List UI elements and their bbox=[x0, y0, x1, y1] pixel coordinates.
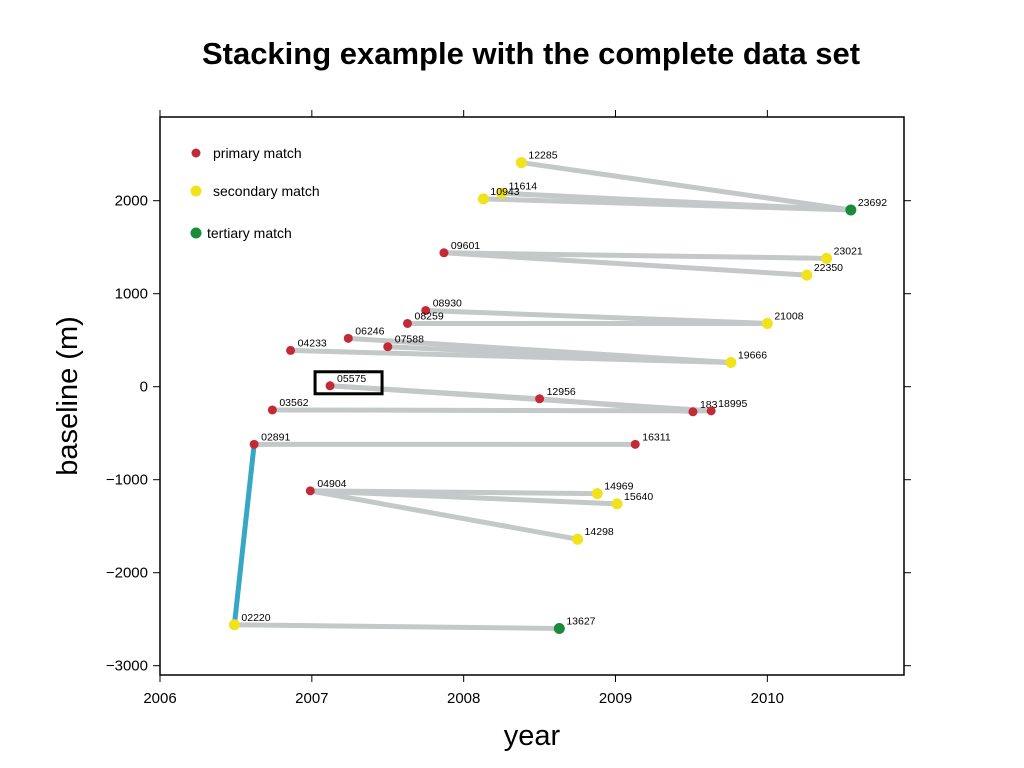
point-06246 bbox=[343, 333, 353, 343]
point-label-14298: 14298 bbox=[585, 526, 614, 538]
point-19666 bbox=[725, 357, 737, 369]
point-12956 bbox=[535, 394, 545, 404]
baseline-edge bbox=[307, 488, 581, 542]
edge-layer bbox=[231, 160, 854, 631]
highlight-layer bbox=[231, 370, 384, 628]
point-13627 bbox=[553, 623, 565, 634]
baseline-edge bbox=[307, 488, 620, 507]
y-tick-label: 2000 bbox=[115, 193, 148, 210]
point-11614 bbox=[496, 187, 508, 199]
point-label-09601: 09601 bbox=[451, 240, 480, 252]
point-22350 bbox=[801, 269, 813, 281]
baseline-edge bbox=[441, 250, 810, 278]
highlight-box bbox=[313, 370, 384, 396]
point-23692 bbox=[845, 204, 857, 216]
legend-marker-primary bbox=[191, 148, 201, 158]
baseline-edge bbox=[480, 196, 854, 213]
point-23021 bbox=[821, 252, 833, 264]
point-label-08930: 08930 bbox=[433, 297, 462, 309]
point-label-13627: 13627 bbox=[566, 616, 595, 628]
point-label-12956: 12956 bbox=[547, 386, 576, 398]
baseline-edge bbox=[518, 160, 854, 213]
point-09601 bbox=[439, 248, 449, 258]
baseline-edge bbox=[327, 383, 714, 414]
plot-frame bbox=[159, 116, 905, 676]
point-label-03562: 03562 bbox=[279, 397, 308, 409]
point-10943 bbox=[477, 193, 489, 205]
point-14298 bbox=[572, 533, 584, 545]
point-08259 bbox=[402, 318, 412, 328]
chart-title: Stacking example with the complete data … bbox=[201, 36, 861, 71]
point-label-11614: 11614 bbox=[509, 180, 538, 192]
y-tick-label: −3000 bbox=[106, 658, 148, 675]
point-label-23021: 23021 bbox=[834, 245, 863, 257]
point-03562 bbox=[267, 405, 277, 415]
point-label-02891: 02891 bbox=[261, 431, 290, 443]
point-label-02220: 02220 bbox=[241, 612, 270, 624]
point-04904 bbox=[305, 486, 315, 496]
y-axis-title: baseline (m) bbox=[52, 316, 84, 476]
baseline-edge bbox=[441, 250, 830, 261]
point-label-08259: 08259 bbox=[414, 310, 443, 322]
x-tick-label: 2010 bbox=[751, 690, 784, 707]
legend-label-tertiary: tertiary match bbox=[207, 225, 292, 241]
y-axis: −3000 −2000 −1000 0 1000 2000 bbox=[106, 193, 911, 675]
y-tick-label: 0 bbox=[140, 379, 148, 396]
point-label-06246: 06246 bbox=[355, 325, 384, 337]
x-tick-label: 2007 bbox=[295, 690, 328, 707]
y-tick-label: 1000 bbox=[115, 286, 148, 303]
point-label-14969: 14969 bbox=[604, 481, 633, 493]
legend-label-secondary: secondary match bbox=[213, 183, 320, 199]
point-label-05575: 05575 bbox=[337, 373, 366, 385]
point-04233 bbox=[286, 345, 296, 355]
point-label-16311: 16311 bbox=[642, 431, 671, 443]
x-tick-label: 2006 bbox=[143, 690, 176, 707]
point-12285 bbox=[515, 157, 527, 169]
x-tick-label: 2009 bbox=[599, 690, 632, 707]
point-label-23692: 23692 bbox=[858, 197, 887, 209]
point-label-15640: 15640 bbox=[624, 491, 653, 503]
point-07588 bbox=[383, 342, 393, 352]
point-14969 bbox=[591, 488, 603, 500]
legend: primary match secondary match tertiary mat… bbox=[190, 145, 320, 241]
legend-label-primary: primary match bbox=[213, 145, 302, 161]
point-label-22350: 22350 bbox=[814, 262, 843, 274]
baseline-edge bbox=[288, 347, 734, 366]
point-16311 bbox=[630, 439, 640, 449]
baseline-edge bbox=[269, 407, 714, 414]
x-axis: 2006 2007 2008 2009 2010 bbox=[143, 110, 784, 707]
point-21008 bbox=[761, 317, 773, 329]
y-tick-label: −1000 bbox=[106, 472, 148, 489]
legend-marker-tertiary bbox=[190, 227, 202, 239]
point-label-04233: 04233 bbox=[298, 337, 327, 349]
point-02891 bbox=[249, 439, 259, 449]
point-label-07588: 07588 bbox=[395, 334, 424, 346]
point-02220 bbox=[228, 619, 240, 631]
y-tick-label: −2000 bbox=[106, 565, 148, 582]
legend-marker-secondary bbox=[190, 185, 202, 197]
point-15640 bbox=[611, 498, 623, 510]
highlight-edge bbox=[231, 441, 257, 628]
point-18324 bbox=[688, 407, 698, 417]
point-label-19666: 19666 bbox=[738, 350, 767, 362]
baseline-edge bbox=[231, 622, 562, 631]
x-axis-title: year bbox=[504, 720, 561, 752]
point-label-18995: 18995 bbox=[718, 398, 747, 410]
point-18995 bbox=[706, 406, 716, 416]
point-label-10943: 10943 bbox=[490, 186, 519, 198]
point-08930 bbox=[421, 305, 431, 315]
point-label-12285: 12285 bbox=[528, 150, 557, 162]
point-label-21008: 21008 bbox=[774, 310, 803, 322]
point-label-04904: 04904 bbox=[317, 478, 346, 490]
x-tick-label: 2008 bbox=[447, 690, 480, 707]
point-05575 bbox=[325, 381, 335, 391]
